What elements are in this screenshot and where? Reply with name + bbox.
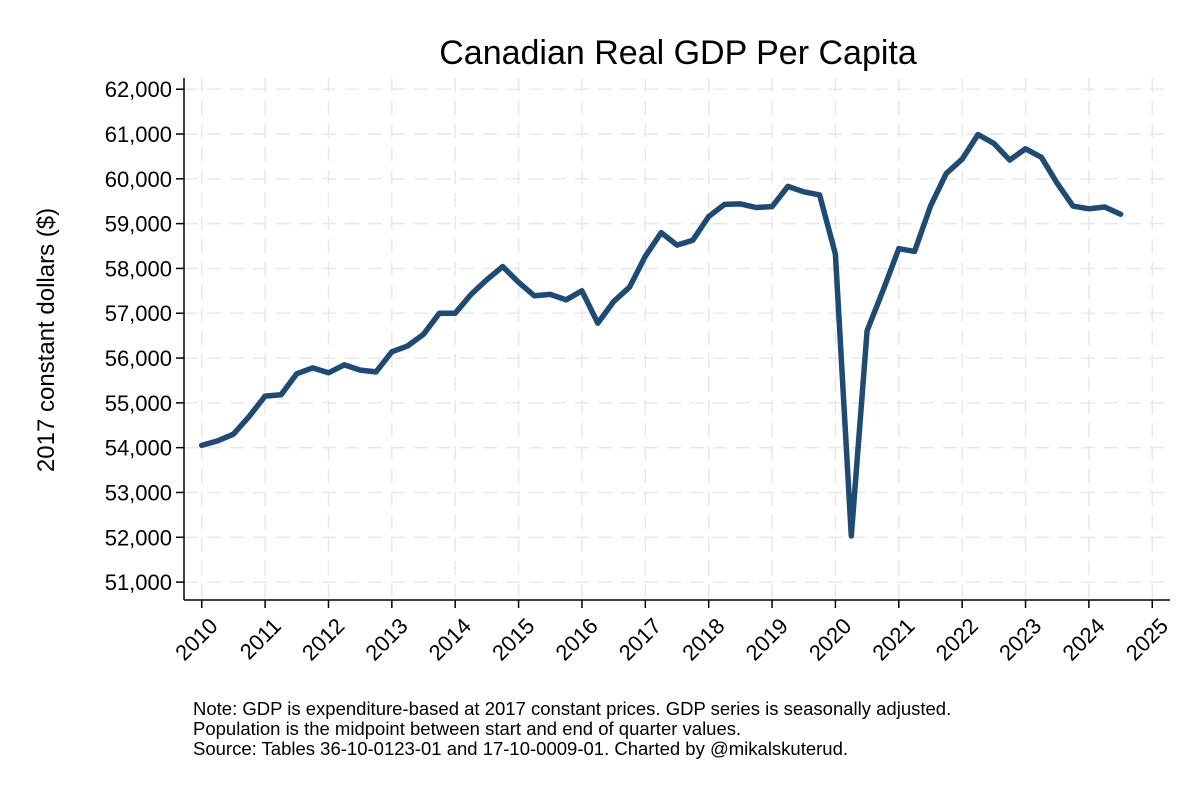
x-tick-label: 2025 bbox=[1121, 613, 1173, 665]
x-tick-label: 2014 bbox=[424, 613, 476, 665]
y-tick-label: 60,000 bbox=[105, 167, 172, 192]
y-tick-label: 58,000 bbox=[105, 256, 172, 281]
x-tick-label: 2016 bbox=[551, 613, 603, 665]
y-tick-label: 59,000 bbox=[105, 212, 172, 237]
x-tick-label: 2012 bbox=[297, 613, 349, 665]
y-tick-label: 57,000 bbox=[105, 301, 172, 326]
note-line-3: Source: Tables 36-10-0123-01 and 17-10-0… bbox=[193, 738, 849, 759]
x-tick-label: 2011 bbox=[235, 613, 286, 664]
y-tick-label: 62,000 bbox=[105, 77, 172, 102]
y-tick-label: 51,000 bbox=[105, 570, 172, 595]
y-tick-label: 61,000 bbox=[105, 122, 172, 147]
axes bbox=[183, 78, 1170, 601]
x-tick-label: 2017 bbox=[614, 613, 666, 665]
x-tick-label: 2023 bbox=[994, 613, 1046, 665]
y-tick-label: 55,000 bbox=[105, 391, 172, 416]
x-tick-label: 2024 bbox=[1057, 613, 1109, 665]
y-tick-label: 53,000 bbox=[105, 480, 172, 505]
x-tick-label: 2015 bbox=[487, 613, 539, 665]
x-tick-label: 2010 bbox=[170, 613, 222, 665]
note-line-1: Note: GDP is expenditure-based at 2017 c… bbox=[193, 698, 952, 719]
chart-title: Canadian Real GDP Per Capita bbox=[439, 34, 917, 72]
x-tick-label: 2013 bbox=[360, 613, 412, 665]
note-line-2: Population is the midpoint between start… bbox=[193, 718, 742, 739]
x-tick-label: 2018 bbox=[677, 613, 729, 665]
chart-notes: Note: GDP is expenditure-based at 2017 c… bbox=[193, 699, 951, 759]
y-tick-label: 52,000 bbox=[105, 525, 172, 550]
y-tick-label: 56,000 bbox=[105, 346, 172, 371]
x-tick-label: 2022 bbox=[931, 613, 983, 665]
x-tick-label: 2021 bbox=[867, 613, 919, 665]
y-axis-ticks: 51,000 52,000 53,000 54,000 55,000 56,000 57,0… bbox=[105, 77, 184, 595]
gdp-series-line bbox=[198, 131, 1124, 539]
y-tick-label: 54,000 bbox=[105, 436, 172, 461]
series-layer bbox=[198, 131, 1124, 539]
x-axis-ticks: 2010 2011 2012 2013 2014 2015 2016 2017 2018 2019… bbox=[170, 600, 1173, 665]
grid-lines bbox=[184, 78, 1170, 600]
y-axis-label: 2017 constant dollars ($) bbox=[33, 208, 60, 472]
x-tick-label: 2019 bbox=[741, 613, 793, 665]
x-tick-label: 2020 bbox=[804, 613, 856, 665]
